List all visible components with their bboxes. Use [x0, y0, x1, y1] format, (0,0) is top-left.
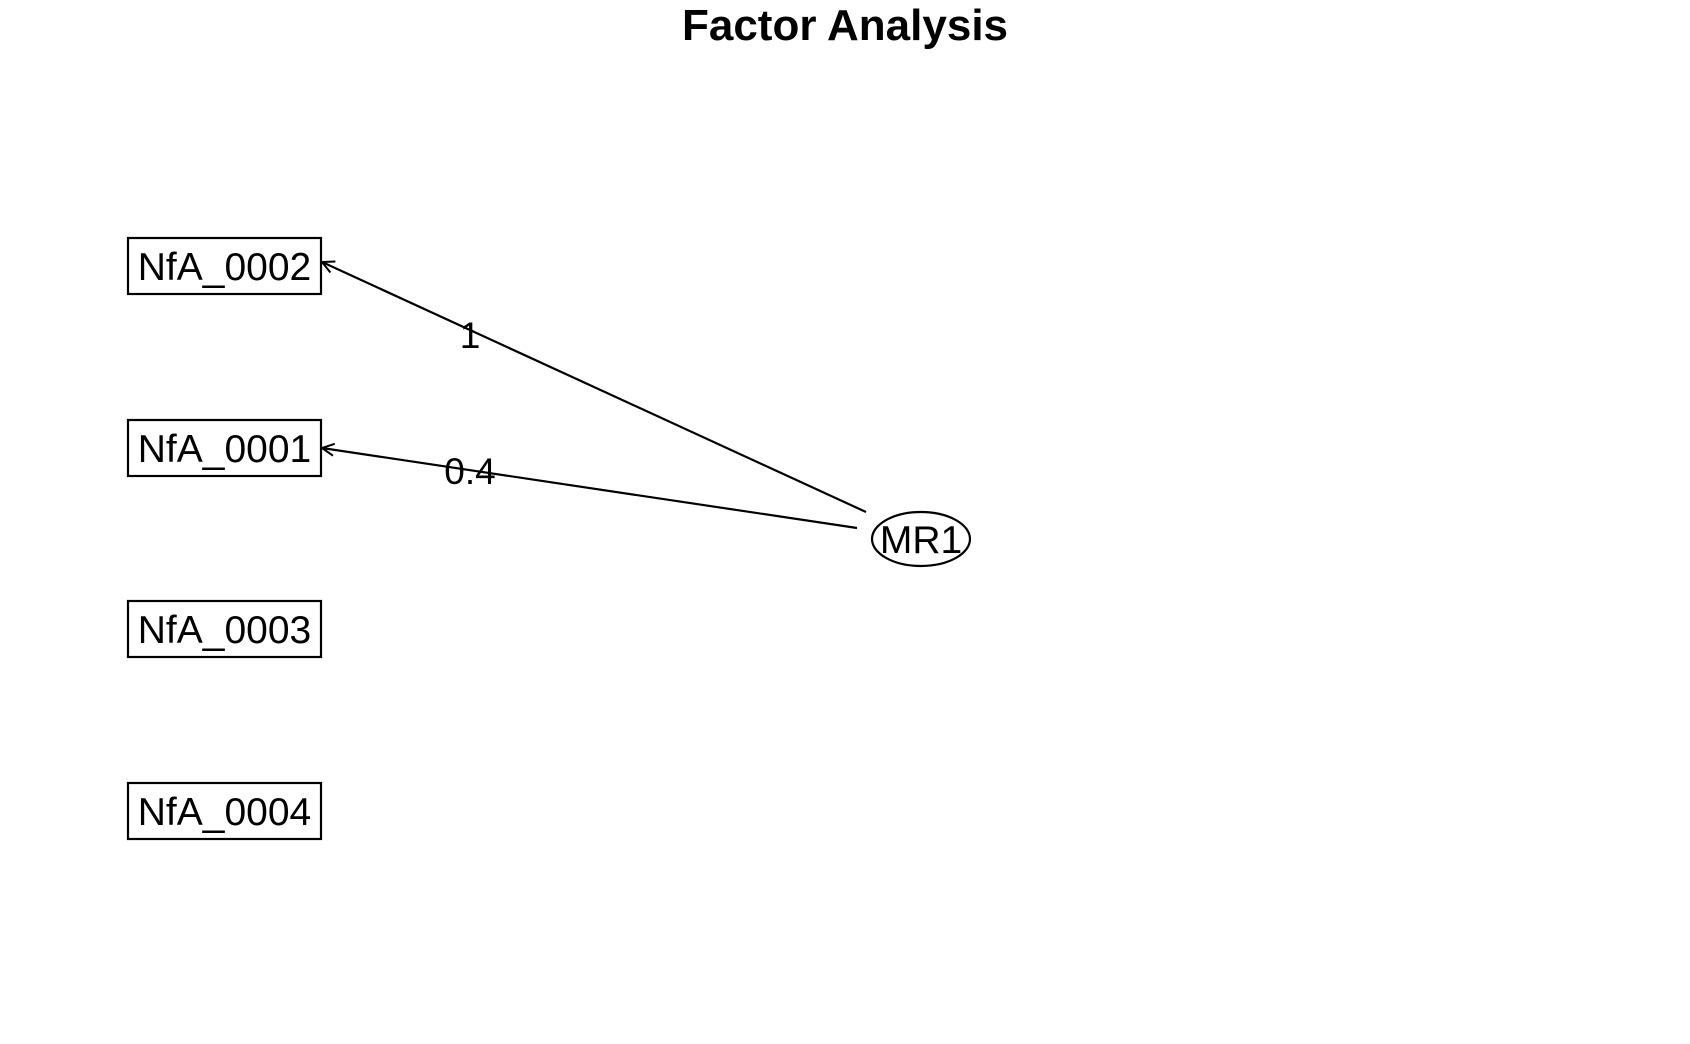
observed-node-nfa0002: NfA_0002 [126, 236, 323, 296]
observed-node-label: NfA_0004 [138, 791, 311, 834]
observed-node-label: NfA_0001 [138, 428, 311, 471]
loading-edge-mr1-nfa0001 [322, 448, 858, 530]
loading-label: 1 [460, 315, 481, 356]
factor-node-label: MR1 [880, 519, 962, 562]
observed-node-nfa0001: NfA_0001 [126, 418, 323, 478]
observed-node-label: NfA_0003 [138, 609, 311, 652]
factor-node-mr1: MR1 [870, 510, 972, 568]
diagram-title: Factor Analysis [682, 1, 1008, 50]
observed-node-nfa0003: NfA_0003 [126, 599, 323, 659]
observed-node-nfa0004: NfA_0004 [126, 781, 323, 841]
loading-label: 0.4 [444, 451, 495, 492]
loading-edge-mr1-nfa0002 [322, 262, 867, 513]
observed-node-label: NfA_0002 [138, 246, 311, 289]
